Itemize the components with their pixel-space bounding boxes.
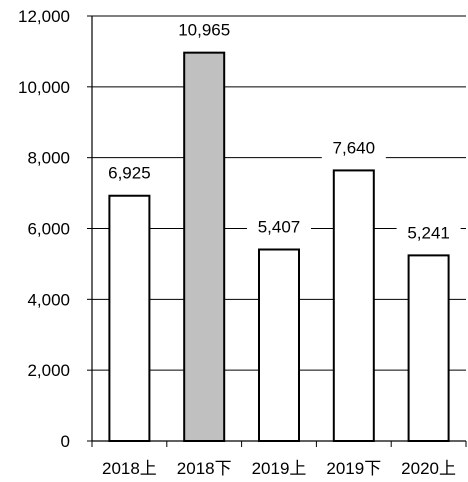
y-tick-label: 0 [61,432,70,451]
bar [183,51,226,442]
x-category-label: 2019下 [326,459,381,478]
y-tick-label: 6,000 [27,220,70,239]
data-label: 7,640 [333,138,376,157]
data-label-background [321,137,386,160]
y-tick-label: 12,000 [18,7,70,26]
y-tick-label: 2,000 [27,361,70,380]
data-label-background [172,19,237,42]
x-category-label: 2018下 [177,459,232,478]
data-label-background [97,162,162,185]
data-label-background [247,216,311,239]
data-label: 10,965 [178,21,230,40]
bar [332,169,375,443]
y-tick-label: 4,000 [27,290,70,309]
bar [258,248,300,442]
x-category-label: 2018上 [102,459,157,478]
data-label: 5,241 [407,223,450,242]
data-label: 5,407 [258,218,301,237]
y-tick-label: 8,000 [27,149,70,168]
bar [108,194,151,442]
x-category-label: 2019上 [252,459,307,478]
bar [407,254,450,442]
y-tick-label: 10,000 [18,78,70,97]
data-label: 6,925 [108,164,151,183]
x-category-label: 2020上 [401,459,456,478]
data-label-background [396,222,461,245]
